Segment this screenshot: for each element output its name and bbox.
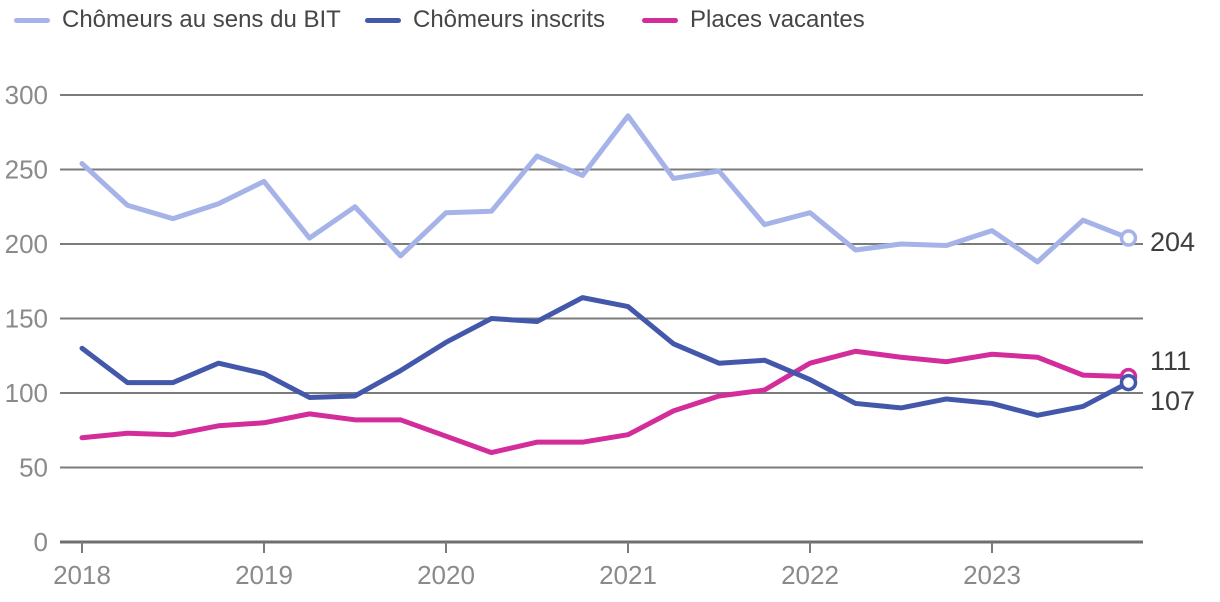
y-axis-tick-label: 250 [5, 155, 48, 185]
y-axis-tick-label: 100 [5, 378, 48, 408]
y-axis-tick-label: 50 [19, 453, 48, 483]
series-end-marker [1119, 229, 1138, 247]
legend-swatch-vacantes-icon [642, 17, 678, 23]
legend-item-chomeurs-inscrits: Chômeurs inscrits [365, 6, 605, 34]
series-end-value-label: 107 [1150, 386, 1195, 416]
legend-label-inscrits: Chômeurs inscrits [413, 6, 606, 33]
legend-label-vacantes: Places vacantes [690, 6, 865, 33]
legend-item-places-vacantes: Places vacantes [642, 6, 865, 34]
series-line [79, 348, 1131, 456]
series-end-marker [1119, 373, 1138, 392]
series-end-value-label: 204 [1150, 227, 1195, 257]
legend-item-chomeurs-bit: Chômeurs au sens du BIT [14, 6, 341, 34]
x-axis-tick-label: 2018 [53, 560, 111, 590]
y-axis-tick-label: 300 [5, 80, 48, 110]
series-end-value-label: 111 [1150, 346, 1191, 376]
y-axis-tick-label: 150 [5, 304, 48, 334]
x-axis-tick-label: 2019 [235, 560, 293, 590]
x-axis-tick-label: 2020 [417, 560, 475, 590]
legend-swatch-inscrits-icon [365, 17, 401, 23]
x-axis-tick-label: 2023 [963, 560, 1021, 590]
y-axis-tick-label: 0 [34, 527, 48, 557]
y-axis-tick-label: 200 [5, 229, 48, 259]
x-axis-tick-label: 2022 [781, 560, 839, 590]
x-axis-tick-label: 2021 [599, 560, 657, 590]
legend-swatch-bit-icon [14, 17, 50, 23]
legend-label-bit: Chômeurs au sens du BIT [62, 6, 341, 33]
series-line [79, 113, 1131, 265]
chart-legend: Chômeurs au sens du BIT Chômeurs inscrit… [0, 6, 1220, 36]
series-line [79, 295, 1131, 418]
